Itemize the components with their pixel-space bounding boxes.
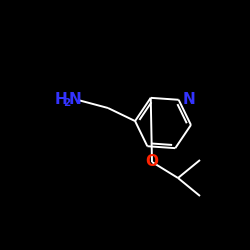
Text: H: H	[55, 92, 68, 106]
Text: O: O	[146, 154, 158, 170]
Text: 2: 2	[63, 98, 70, 108]
Text: N: N	[183, 92, 196, 107]
Text: N: N	[69, 92, 82, 106]
